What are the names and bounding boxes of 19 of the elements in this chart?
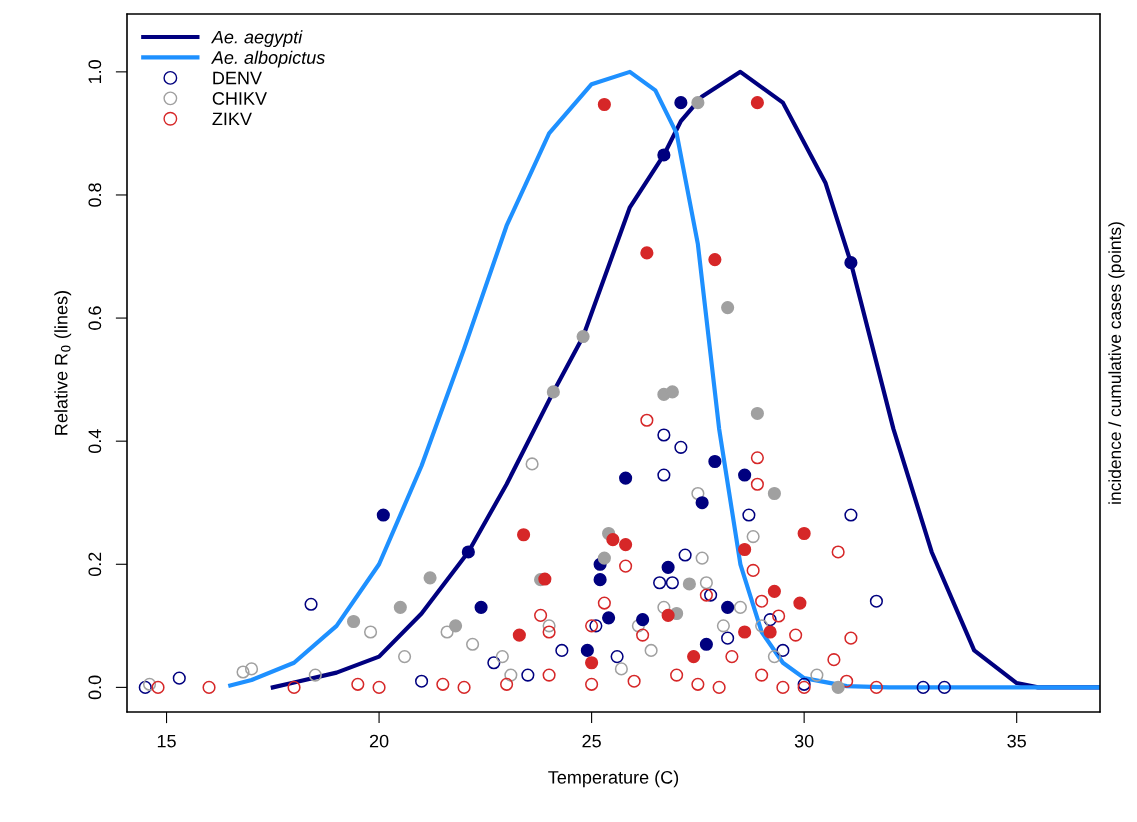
y-tick-label: 0.2 [88,552,102,577]
y-tick-label: 0.0 [88,675,102,700]
y-axis-title: Relative R$_{0}$ (lines) [54,291,72,435]
legend-label: Ae. albopictus [210,50,325,68]
y-tick-label: 0.6 [88,306,102,330]
x-tick-label: 35 [1007,734,1026,748]
y-tick-label: 0.4 [88,429,102,454]
y-tick-label: 0.8 [88,183,102,207]
y-tick-label: 1.0 [88,60,102,84]
legend-label: CHIKV [212,92,267,105]
x-axis-title: Temperature (C) [548,770,679,788]
x-tick-label: 25 [582,734,601,748]
legend-label: Ae. aegypti [210,30,303,48]
legend-label: DENV [213,71,262,85]
y2-axis-title: incidence / cumulative cases (points) [1108,222,1125,504]
x-tick-label: 30 [794,734,814,748]
legend-label: ZIKV [212,112,252,126]
x-tick-label: 15 [157,734,176,748]
x-tick-label: 20 [369,734,389,748]
